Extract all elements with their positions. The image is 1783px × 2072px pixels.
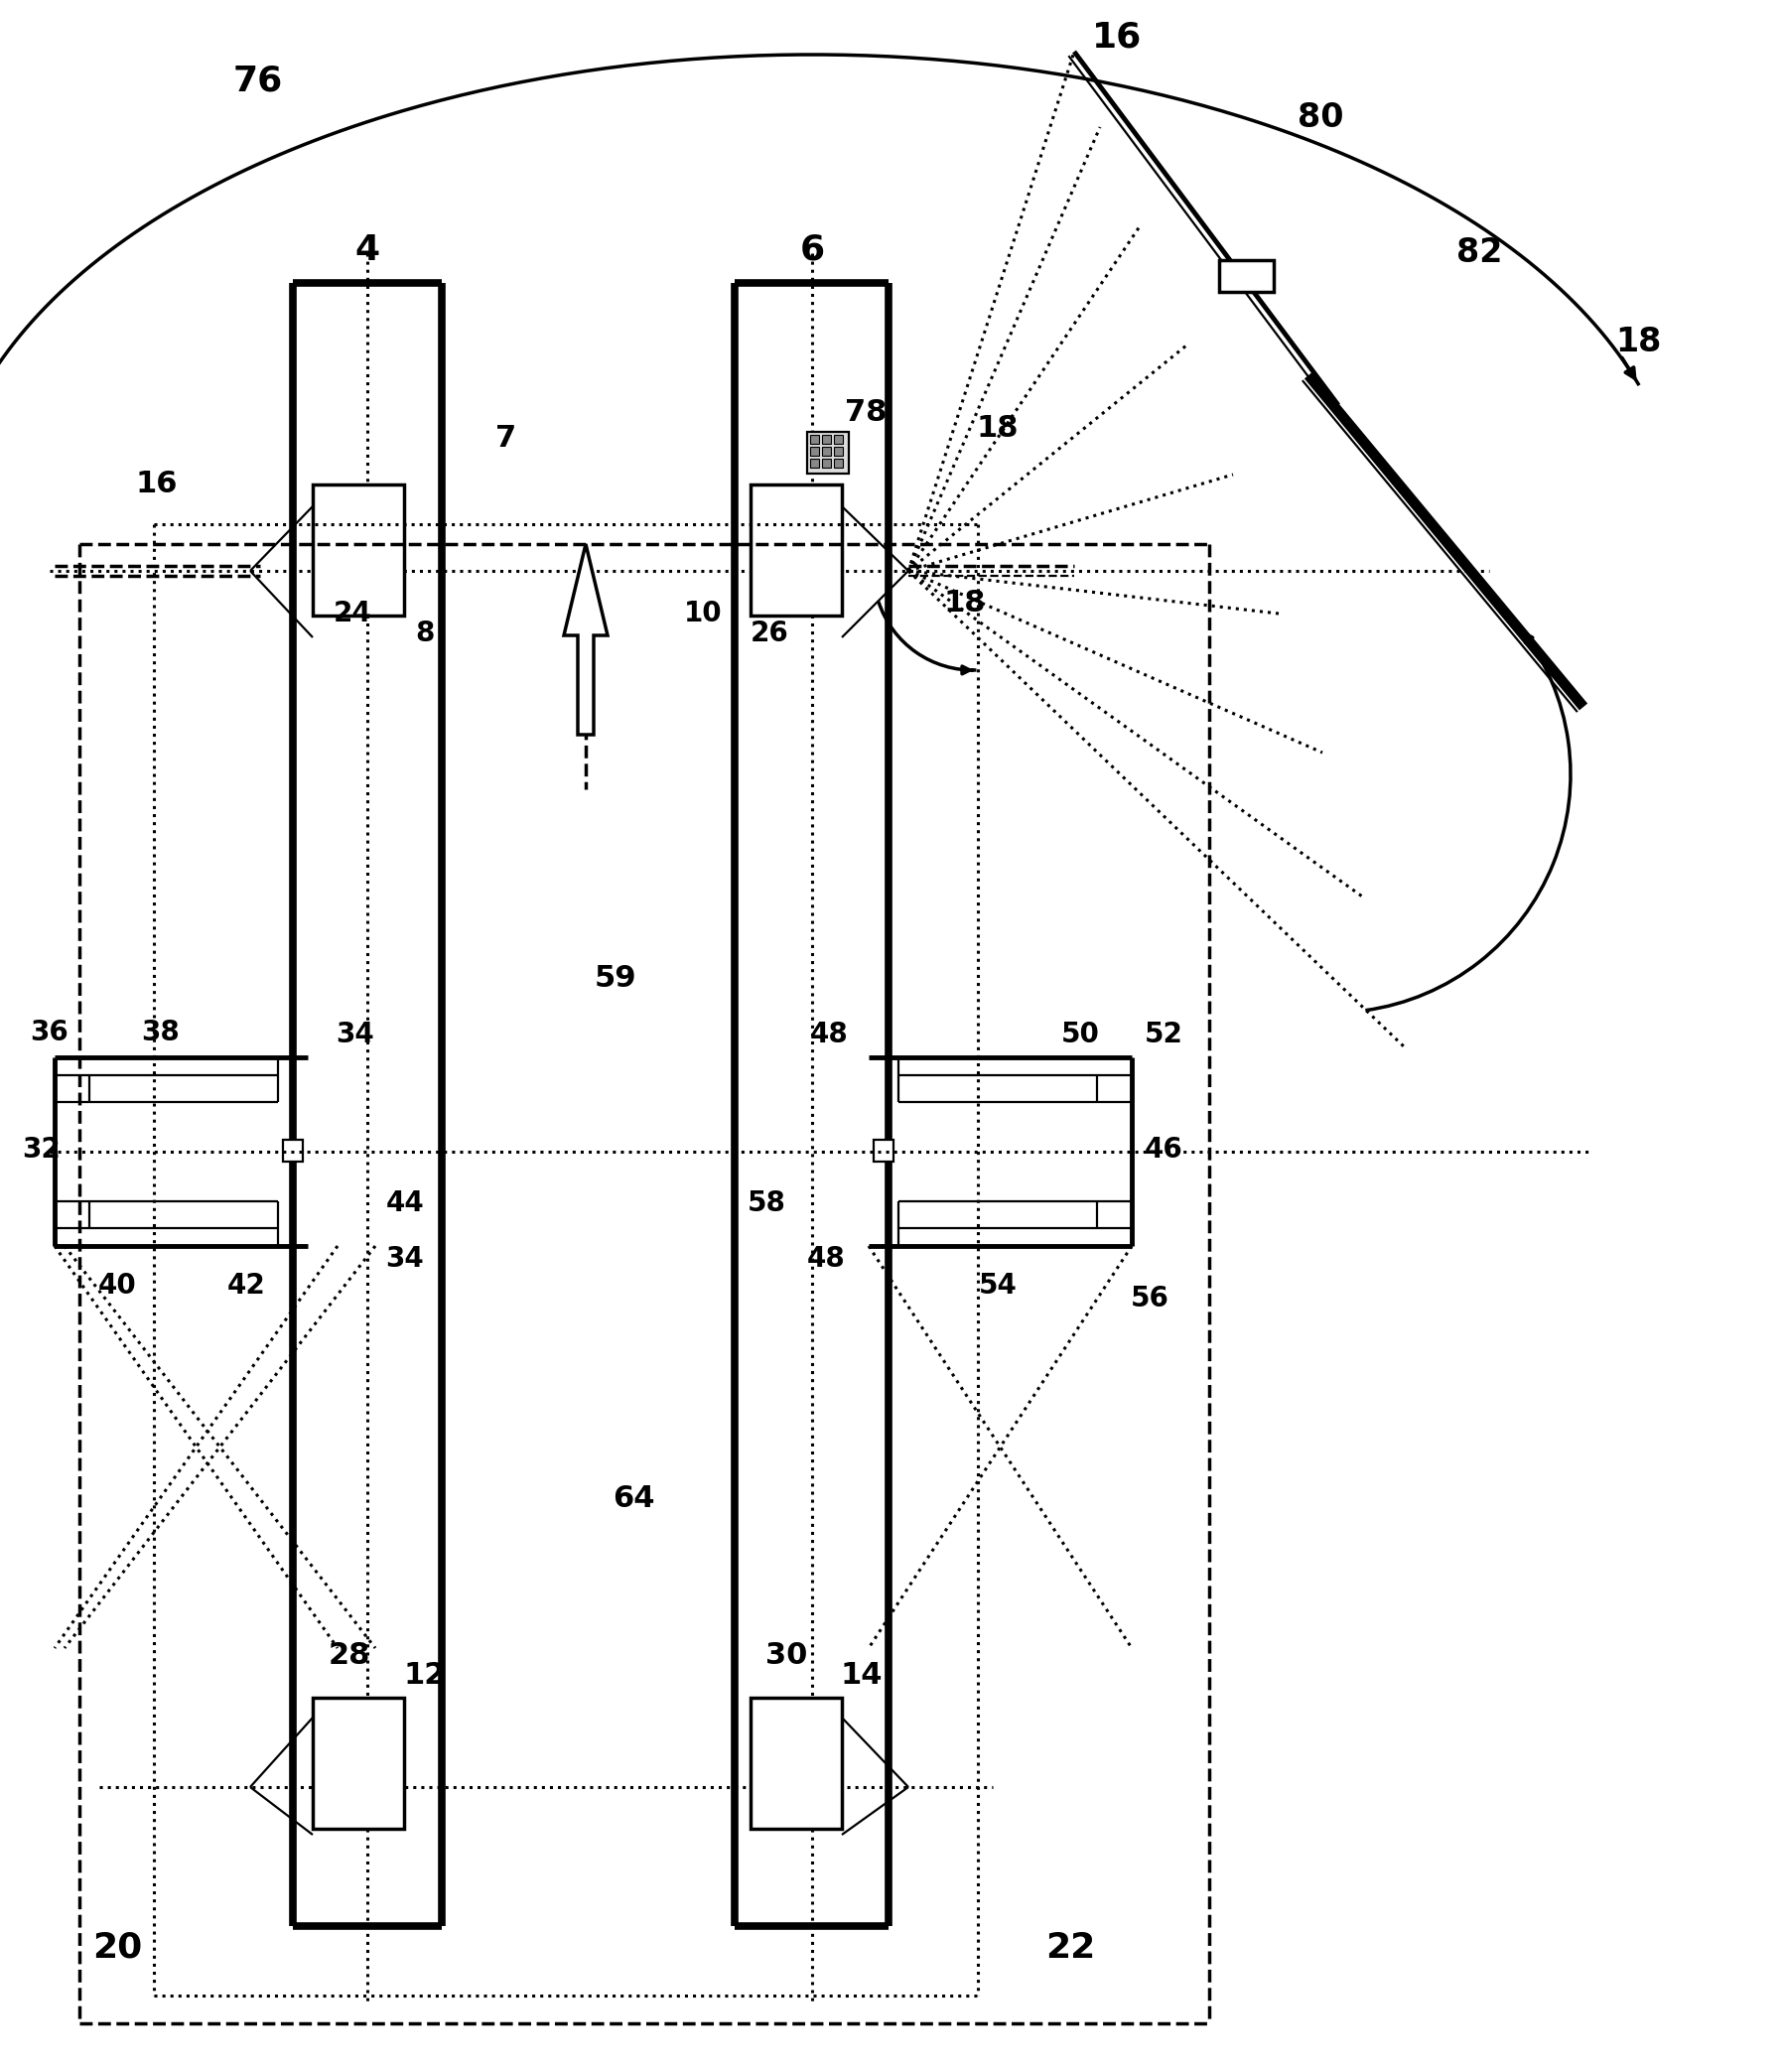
Text: 16: 16	[136, 470, 178, 499]
Bar	[822, 458, 831, 468]
Text: 64: 64	[612, 1486, 654, 1513]
Text: 6: 6	[799, 234, 824, 267]
Text: 20: 20	[93, 1931, 143, 1964]
Text: 78: 78	[845, 398, 886, 427]
Text: 38: 38	[141, 1019, 180, 1046]
Bar	[822, 448, 831, 456]
Text: 34: 34	[337, 1021, 374, 1048]
Bar	[283, 1140, 303, 1162]
Text: 40: 40	[98, 1272, 136, 1299]
Text: 4: 4	[355, 234, 380, 267]
Polygon shape	[563, 545, 608, 736]
Text: 36: 36	[30, 1019, 70, 1046]
Text: 58: 58	[747, 1189, 786, 1216]
Text: 10: 10	[683, 599, 722, 628]
Text: 44: 44	[385, 1189, 424, 1216]
Bar	[808, 431, 849, 474]
Bar	[822, 435, 831, 443]
Text: 48: 48	[806, 1245, 845, 1272]
Text: 32: 32	[23, 1135, 61, 1164]
Text: 59: 59	[594, 963, 637, 992]
Bar	[312, 1697, 405, 1830]
Text: 46: 46	[1145, 1135, 1182, 1164]
Text: 52: 52	[1145, 1021, 1182, 1048]
Text: 12: 12	[405, 1662, 446, 1691]
Text: 42: 42	[226, 1272, 266, 1299]
Text: 28: 28	[328, 1641, 371, 1670]
Text: 7: 7	[496, 425, 517, 454]
Bar	[751, 1697, 842, 1830]
Text: 18: 18	[1615, 325, 1662, 358]
Bar	[834, 458, 843, 468]
Text: 56: 56	[1130, 1285, 1170, 1312]
Text: 26: 26	[751, 620, 788, 646]
Text: 16: 16	[1091, 21, 1141, 54]
Bar	[751, 485, 842, 615]
Text: 24: 24	[333, 599, 371, 628]
Text: 76: 76	[234, 64, 283, 97]
Bar	[1220, 261, 1273, 292]
Bar	[834, 435, 843, 443]
Bar	[312, 485, 405, 615]
Bar	[874, 1140, 893, 1162]
Text: 50: 50	[1061, 1021, 1100, 1048]
Text: 18: 18	[943, 588, 986, 617]
Text: 80: 80	[1298, 102, 1343, 133]
Text: 30: 30	[765, 1641, 808, 1670]
Text: 82: 82	[1457, 236, 1503, 269]
Bar	[809, 458, 818, 468]
Text: 48: 48	[809, 1021, 849, 1048]
Bar	[809, 448, 818, 456]
Text: 8: 8	[415, 620, 435, 646]
Bar	[809, 435, 818, 443]
Text: 14: 14	[840, 1662, 883, 1691]
Text: 22: 22	[1045, 1931, 1095, 1964]
Text: 34: 34	[385, 1245, 424, 1272]
Text: 18: 18	[977, 414, 1018, 443]
Text: 54: 54	[979, 1272, 1016, 1299]
Bar	[834, 448, 843, 456]
